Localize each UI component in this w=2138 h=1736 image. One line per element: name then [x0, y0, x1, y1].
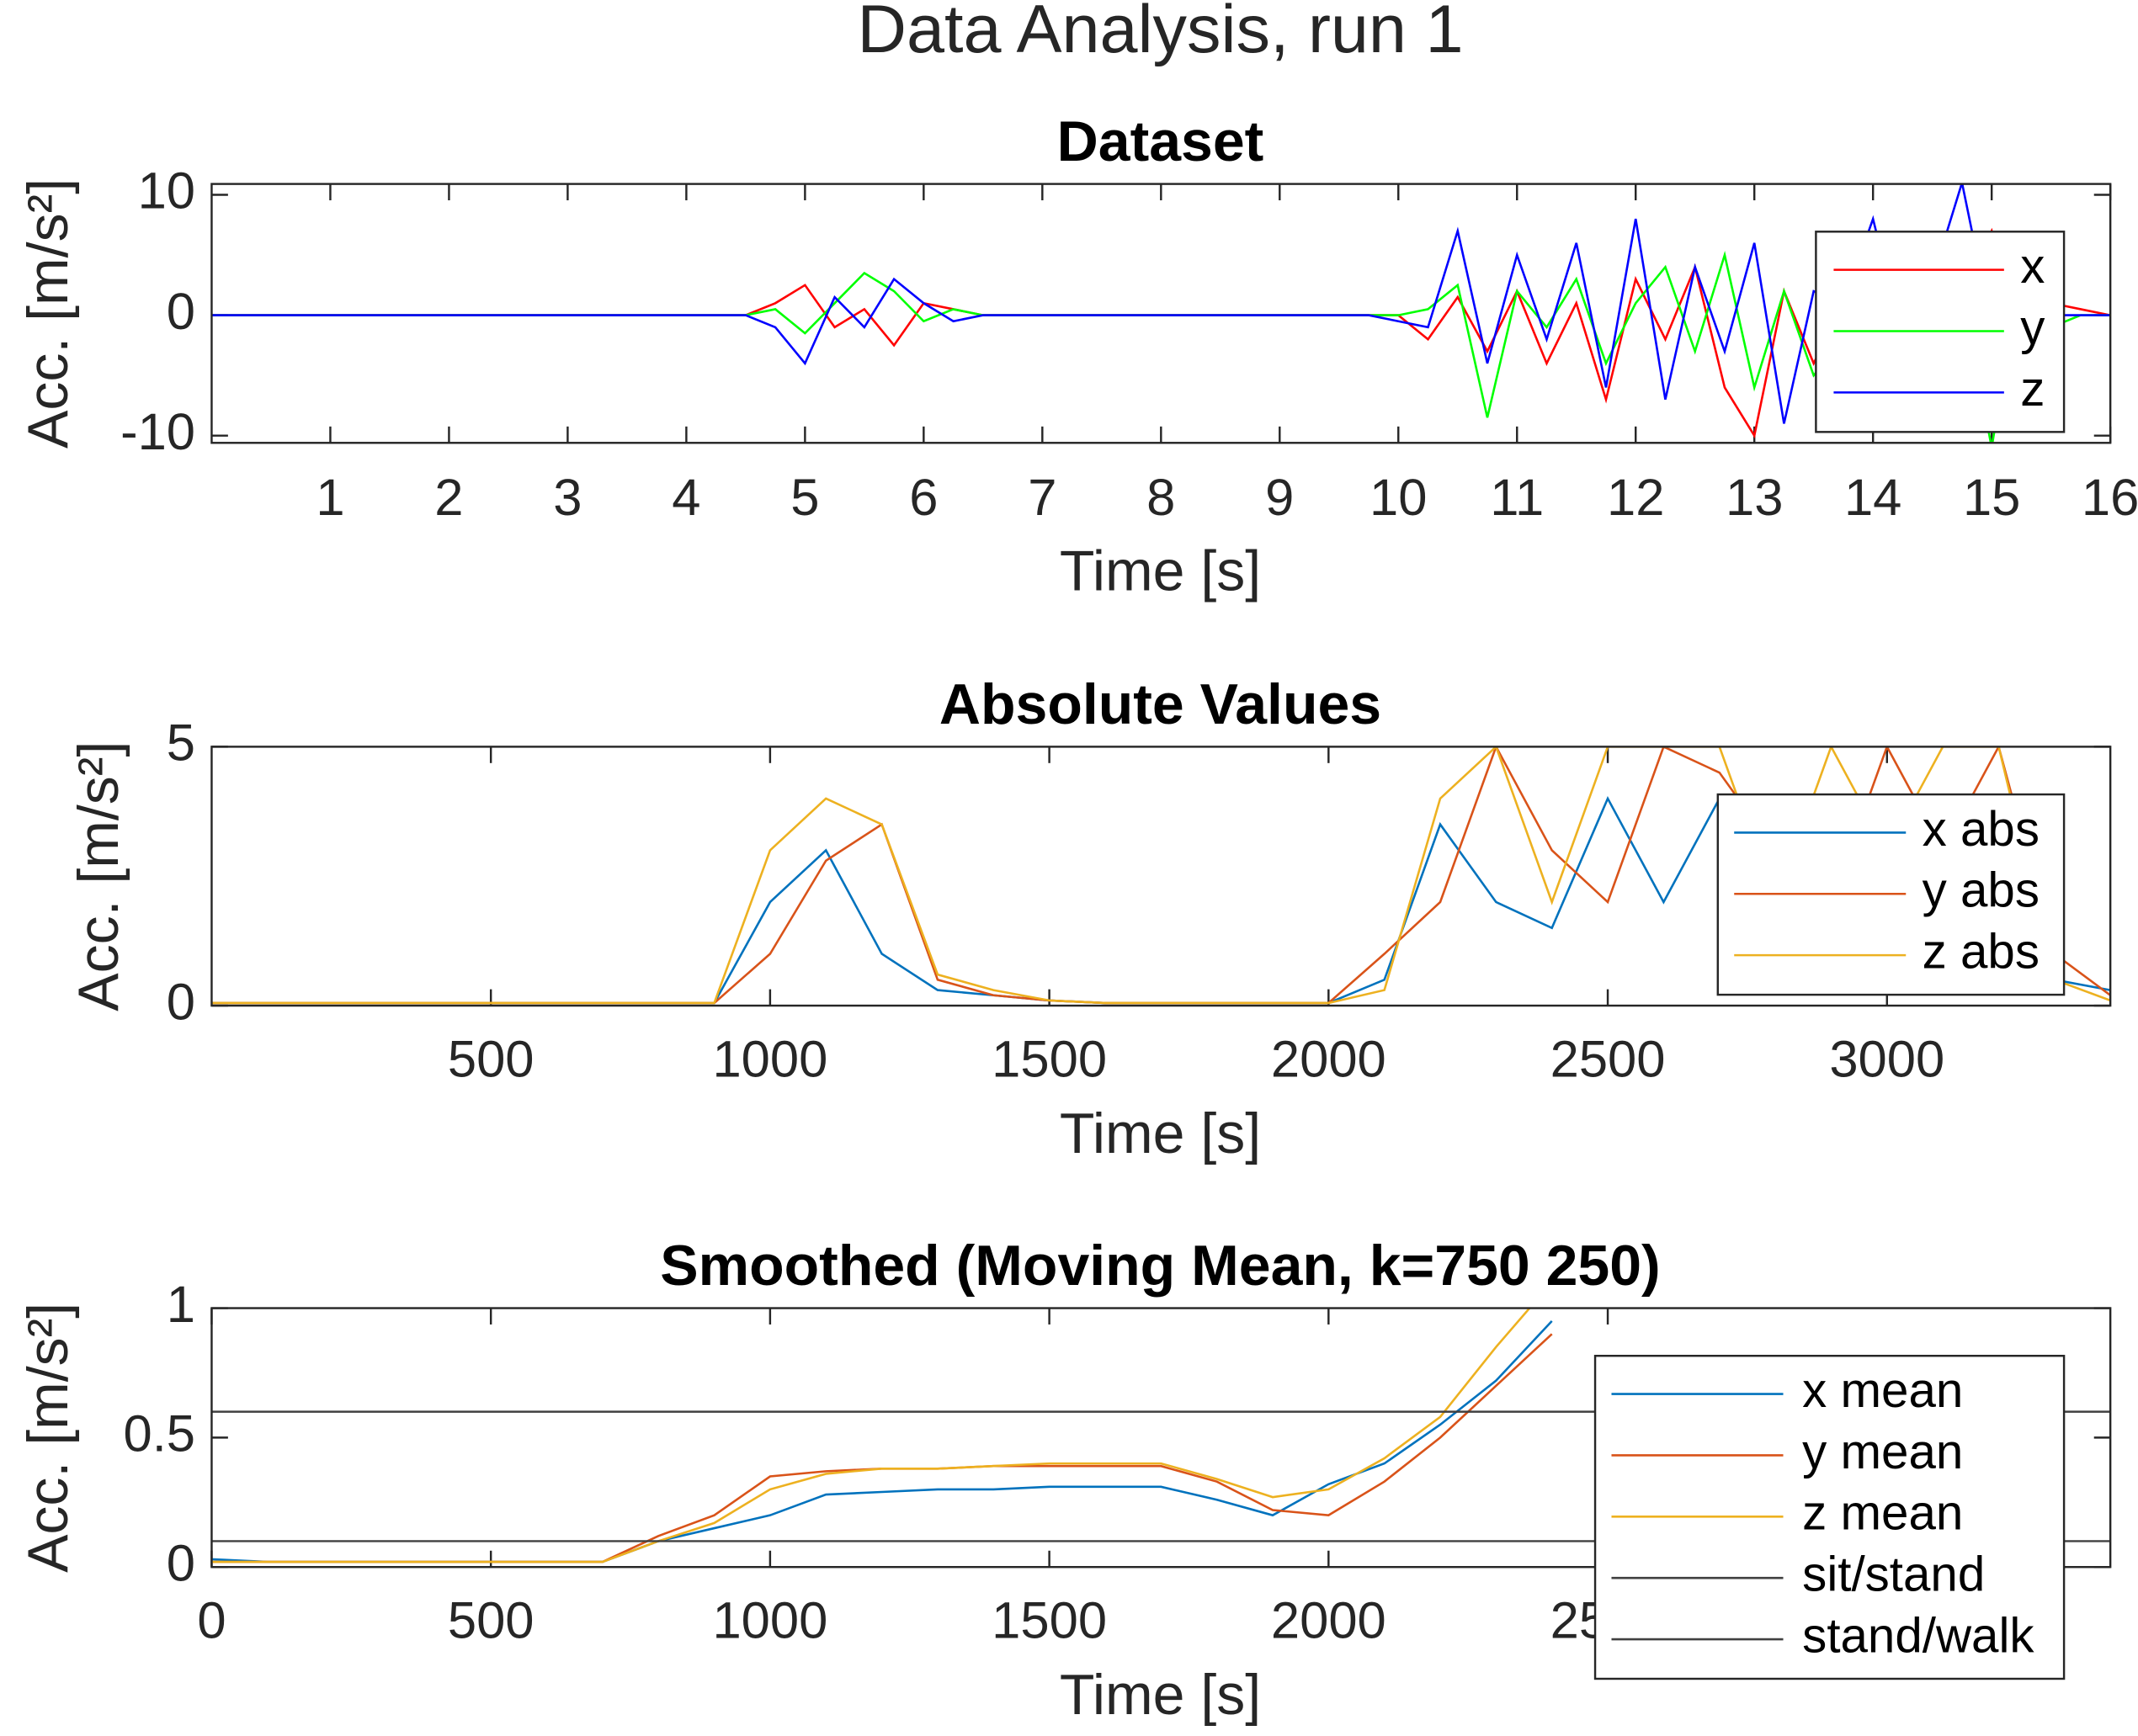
- legend-label: z: [2020, 362, 2045, 417]
- legend-label: x abs: [1923, 802, 2040, 857]
- legend-label: y abs: [1923, 863, 2040, 918]
- x-tick-label: 1000: [712, 1030, 827, 1088]
- y-axis-label: Acc. [m/s²]: [16, 178, 80, 449]
- x-tick-label: 5: [790, 469, 819, 527]
- x-tick-label: 3000: [1829, 1030, 1944, 1088]
- x-tick-label: 15: [1963, 469, 2020, 527]
- x-tick-label: 4: [672, 469, 700, 527]
- x-tick-label: 16: [2082, 469, 2138, 527]
- x-tick-label: 6: [909, 469, 938, 527]
- figure-title: Data Analysis, run 1: [858, 0, 1464, 67]
- data-line: [211, 183, 2111, 424]
- subplot-title: Absolute Values: [939, 672, 1381, 736]
- axes-box: [210, 746, 2112, 1007]
- x-tick-label: 2000: [1271, 1591, 1386, 1649]
- x-tick-label: 3: [553, 469, 582, 527]
- x-axis-label: Time [s]: [1060, 539, 1261, 603]
- y-tick-label: 10: [138, 162, 195, 220]
- axes-box: [210, 183, 2112, 444]
- y-tick-label: 1: [167, 1276, 195, 1334]
- legend-label: x mean: [1802, 1363, 1963, 1418]
- data-line: [211, 1308, 1531, 1563]
- y-axis-label: Acc. [m/s²]: [66, 741, 130, 1011]
- legend-label: sit/stand: [1802, 1548, 1985, 1602]
- x-tick-label: 1500: [992, 1030, 1107, 1088]
- x-tick-label: 500: [448, 1591, 534, 1649]
- x-tick-label: 10: [1369, 469, 1427, 527]
- x-tick-label: 0: [197, 1591, 226, 1649]
- legend-label: stand/walk: [1802, 1608, 2034, 1663]
- y-tick-label: 0: [167, 283, 195, 341]
- x-tick-label: 12: [1607, 469, 1664, 527]
- x-tick-label: 9: [1265, 469, 1294, 527]
- x-tick-label: 14: [1844, 469, 1901, 527]
- x-tick-label: 1000: [712, 1591, 827, 1649]
- y-tick-label: 0: [167, 1534, 195, 1592]
- x-axis-label: Time [s]: [1060, 1663, 1261, 1727]
- x-tick-label: 13: [1726, 469, 1783, 527]
- x-tick-label: 8: [1146, 469, 1175, 527]
- legend-label: z mean: [1802, 1486, 1963, 1541]
- legend-label: x: [2020, 239, 2045, 294]
- plot-area: [211, 183, 2111, 443]
- x-tick-label: 11: [1490, 469, 1544, 527]
- x-tick-label: 2500: [1550, 1030, 1666, 1088]
- legend-label: y: [2020, 300, 2045, 355]
- y-tick-label: 0.5: [124, 1405, 196, 1463]
- x-axis-label: Time [s]: [1060, 1102, 1261, 1165]
- subplot-title: Smoothed (Moving Mean, k=750 250): [660, 1234, 1660, 1298]
- x-tick-label: 500: [448, 1030, 534, 1088]
- y-tick-label: 0: [167, 973, 195, 1031]
- axes-box: [210, 1307, 2112, 1569]
- legend-label: z abs: [1923, 925, 2040, 979]
- subplot-title: Dataset: [1057, 109, 1264, 173]
- y-tick-label: -10: [120, 403, 195, 461]
- y-axis-label: Acc. [m/s²]: [16, 1303, 80, 1573]
- y-tick-label: 5: [167, 714, 195, 772]
- x-tick-label: 7: [1028, 469, 1056, 527]
- x-tick-label: 1500: [992, 1591, 1107, 1649]
- legend-label: y mean: [1802, 1425, 1963, 1479]
- x-tick-label: 2: [434, 469, 463, 527]
- x-tick-label: 2000: [1271, 1030, 1386, 1088]
- x-tick-label: 1: [316, 469, 344, 527]
